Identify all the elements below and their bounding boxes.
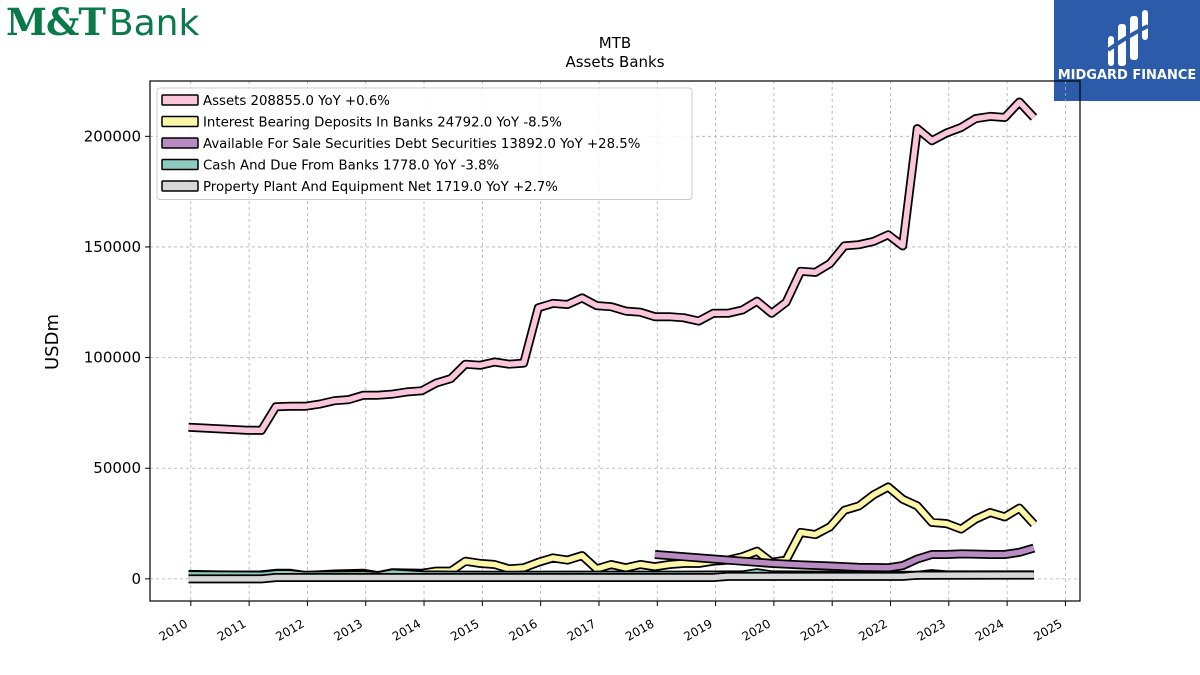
legend-label: Assets 208855.0 YoY +0.6% — [203, 94, 390, 109]
series-line — [654, 543, 1036, 573]
x-tick-label: 2020 — [740, 617, 773, 644]
y-axis-label: USDm — [42, 314, 63, 370]
legend-box — [156, 87, 693, 200]
y-tick-label: 150000 — [84, 238, 141, 256]
midgard-finance-label: MIDGARD FINANCE — [1057, 68, 1197, 83]
y-tick-label: 0 — [131, 570, 141, 588]
x-tick-label: 2021 — [798, 617, 831, 644]
legend-label: Available For Sale Securities Debt Secur… — [203, 137, 640, 152]
mt-bank-logo: M&T Bank — [6, 0, 200, 44]
x-tick-label: 2012 — [273, 617, 306, 644]
plot-frame — [149, 80, 1081, 602]
x-tick-label: 2025 — [1031, 617, 1064, 644]
x-tick-label: 2015 — [448, 617, 481, 644]
legend-swatch — [161, 180, 199, 192]
legend-swatch — [161, 115, 199, 128]
chart-title: MTB — [599, 34, 631, 52]
y-tick-label: 200000 — [84, 127, 141, 145]
y-tick-label: 50000 — [93, 459, 141, 477]
legend-swatch — [161, 94, 199, 106]
series-line-core — [188, 572, 1034, 582]
x-tick-label: 2014 — [390, 617, 423, 644]
x-tick-label: 2010 — [157, 617, 190, 644]
x-tick-label: 2022 — [856, 617, 889, 644]
legend: Assets 208855.0 YoY +0.6% Interest Bearin… — [156, 87, 693, 200]
axes: 2010 2011 2012 2013 2014 2015 2016 2017 2018 2019… — [84, 127, 1066, 644]
series-line-core — [654, 545, 1035, 571]
x-tick-label: 2016 — [506, 617, 539, 644]
series-line-core — [188, 99, 1036, 434]
x-tick-label: 2011 — [215, 617, 248, 644]
y-tick-label: 100000 — [84, 349, 141, 367]
brand-name-light: Bank — [108, 3, 200, 44]
brand-name-bold: M&T — [6, 0, 106, 44]
midgard-finance-logo: MIDGARD FINANCE — [1054, 0, 1200, 101]
x-tick-label: 2018 — [623, 617, 656, 644]
series-line — [188, 97, 1038, 435]
x-tick-label: 2013 — [332, 617, 365, 644]
legend-label: Interest Bearing Deposits In Banks 24792… — [203, 116, 562, 131]
x-tick-label: 2023 — [915, 617, 948, 644]
chart-subtitle: Assets Banks — [565, 53, 664, 71]
x-tick-label: 2017 — [565, 617, 598, 644]
legend-label: Property Plant And Equipment Net 1719.0 … — [203, 180, 558, 195]
legend-swatch — [161, 137, 199, 149]
x-tick-label: 2024 — [973, 617, 1006, 644]
x-tick-label: 2019 — [681, 617, 714, 644]
series-line — [188, 570, 1034, 584]
legend-label: Cash And Due From Banks 1778.0 YoY -3.8% — [203, 159, 499, 174]
series-lines — [188, 97, 1038, 584]
legend-swatch — [161, 158, 199, 171]
midgard-mark-icon — [1106, 10, 1149, 66]
